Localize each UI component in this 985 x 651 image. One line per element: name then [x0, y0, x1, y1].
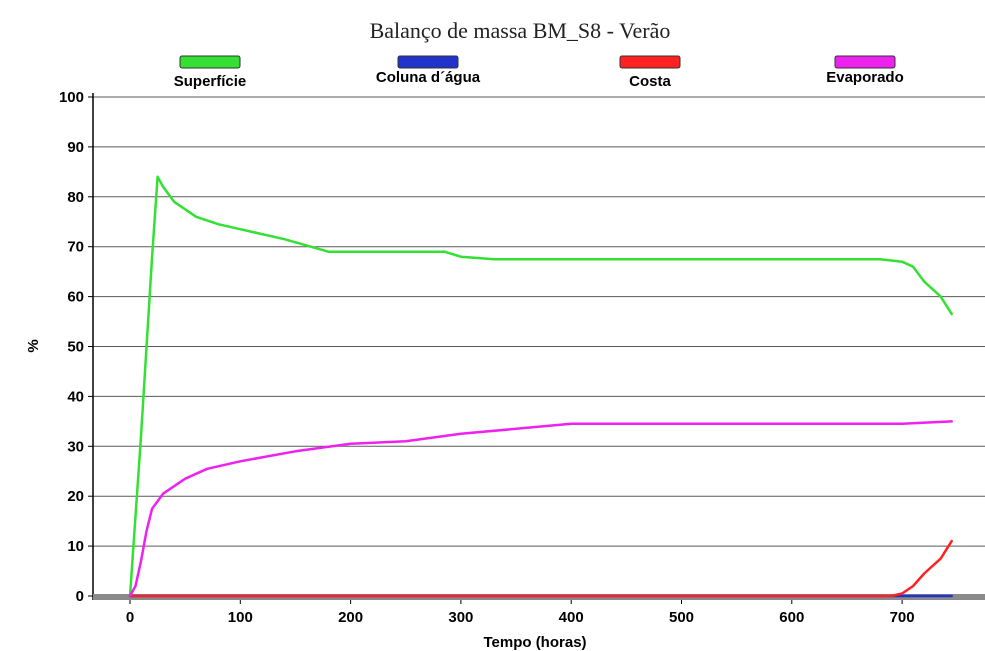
y-tick-label-70: 70	[67, 239, 84, 256]
y-tick-label-100: 100	[59, 89, 84, 106]
x-tick-label-500: 500	[669, 609, 694, 626]
legend-swatch-superficie	[179, 55, 241, 69]
legend-swatch-evaporado	[834, 55, 896, 69]
x-tick-label-600: 600	[779, 609, 804, 626]
y-tick-label-80: 80	[67, 189, 84, 206]
legend-swatch-costa	[619, 55, 681, 69]
x-tick-label-700: 700	[890, 609, 915, 626]
legend: Superfície Coluna d´água Costa Evaporado	[174, 55, 904, 90]
y-tick-label-20: 20	[67, 488, 84, 505]
x-tick-label-300: 300	[448, 609, 473, 626]
legend-label-coluna-d-agua: Coluna d´água	[376, 69, 481, 86]
series-lines	[128, 175, 953, 598]
y-tick-label-30: 30	[67, 438, 84, 455]
y-tick-label-10: 10	[67, 538, 84, 555]
legend-label-costa: Costa	[629, 73, 671, 90]
legend-swatch-coluna-d-agua	[397, 55, 459, 69]
series-line-evaporado	[128, 420, 953, 598]
x-tick-label-100: 100	[228, 609, 253, 626]
y-tick-label-60: 60	[67, 289, 84, 306]
y-axis-label: %	[25, 339, 42, 352]
y-tick-label-0: 0	[76, 588, 84, 605]
y-tick-label-50: 50	[67, 339, 84, 356]
axes: 0 10 20 30 40 50 60 70 80 90 100 0 100 200 300 400 500 60…	[59, 89, 985, 626]
x-axis-label: Tempo (horas)	[483, 634, 586, 651]
x-tick-label-0: 0	[126, 609, 134, 626]
y-tick-label-40: 40	[67, 388, 84, 405]
series-line-superficie	[128, 175, 953, 598]
legend-label-superficie: Superfície	[174, 73, 247, 90]
chart-title: Balanço de massa BM_S8 - Verão	[370, 18, 671, 43]
legend-label-evaporado: Evaporado	[826, 69, 904, 86]
x-tick-label-200: 200	[338, 609, 363, 626]
y-tick-label-90: 90	[67, 139, 84, 156]
series-line-costa	[128, 539, 953, 598]
grid	[93, 96, 985, 597]
x-tick-label-400: 400	[559, 609, 584, 626]
